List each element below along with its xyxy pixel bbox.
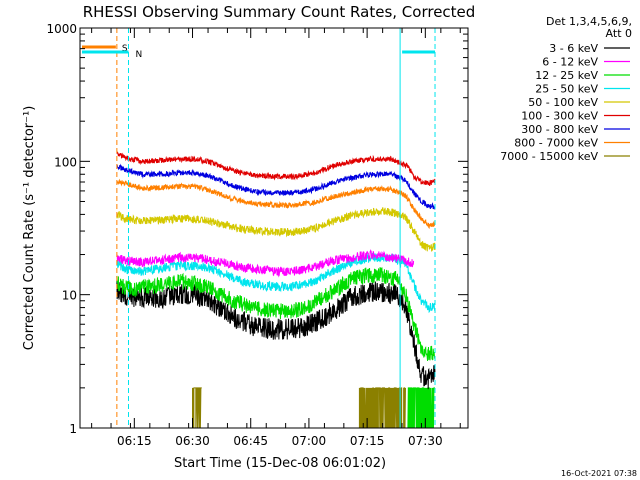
legend-entry-label: 300 - 800 keV xyxy=(521,123,598,136)
x-tick-label: 07:30 xyxy=(408,434,443,448)
series-100-300-kev-line xyxy=(116,151,436,187)
series-12-25kev-burst-0 xyxy=(407,387,435,429)
data-layer xyxy=(116,151,436,429)
y-tick-label: 10 xyxy=(62,289,77,303)
legend-entry-label: 50 - 100 keV xyxy=(528,96,598,109)
series-7000-15000kev-burst-1 xyxy=(358,387,406,429)
night-label: N xyxy=(136,50,143,60)
y-axis-label: Corrected Count Rate (s⁻¹ detector⁻¹) xyxy=(22,106,37,351)
series-6-12-kev-line xyxy=(116,248,415,278)
legend-header-detectors: Det 1,3,4,5,6,9, xyxy=(546,15,632,28)
series-300-800-kev-line xyxy=(116,163,436,210)
y-tick-label: 1000 xyxy=(46,22,77,36)
chart-title: RHESSI Observing Summary Count Rates, Co… xyxy=(83,3,476,21)
plot-frame xyxy=(79,27,469,429)
y-tick-label: 1 xyxy=(69,422,77,436)
x-tick-label: 06:45 xyxy=(233,434,268,448)
x-tick-label: 07:15 xyxy=(350,434,385,448)
series-800-7000-kev-line xyxy=(116,178,436,229)
x-axis-label: Start Time (15-Dec-08 06:01:02) xyxy=(174,456,386,471)
x-tick-label: 06:15 xyxy=(117,434,152,448)
series-7000-15000kev-burst-0 xyxy=(192,387,202,429)
annotation-layer: SN xyxy=(79,28,436,428)
x-tick-label: 06:30 xyxy=(175,434,210,448)
legend-entry-label: 7000 - 15000 keV xyxy=(500,150,598,163)
legend-entry-label: 6 - 12 keV xyxy=(542,56,598,69)
legend-entry-label: 25 - 50 keV xyxy=(535,83,598,96)
series-12-25-kev-line xyxy=(116,267,436,362)
footer-timestamp: 16-Oct-2021 07:38 xyxy=(561,469,637,478)
series-3-6-kev-line xyxy=(116,280,436,390)
y-tick-label: 100 xyxy=(54,155,77,169)
legend-entry-label: 800 - 7000 keV xyxy=(514,137,598,150)
legend-entry-label: 12 - 25 keV xyxy=(535,69,598,82)
legend-entry-label: 3 - 6 keV xyxy=(549,42,598,55)
legend-entry-label: 100 - 300 keV xyxy=(521,110,598,123)
saa-label: S xyxy=(122,44,128,54)
legend-header-attenuator: Att 0 xyxy=(606,27,632,40)
series-50-100-kev-line xyxy=(116,207,436,252)
x-tick-label: 07:00 xyxy=(292,434,327,448)
axis-layer: 06:15 06:30 06:45 07:00 07:15 07:30 1 10 100 1000 xyxy=(46,22,468,448)
